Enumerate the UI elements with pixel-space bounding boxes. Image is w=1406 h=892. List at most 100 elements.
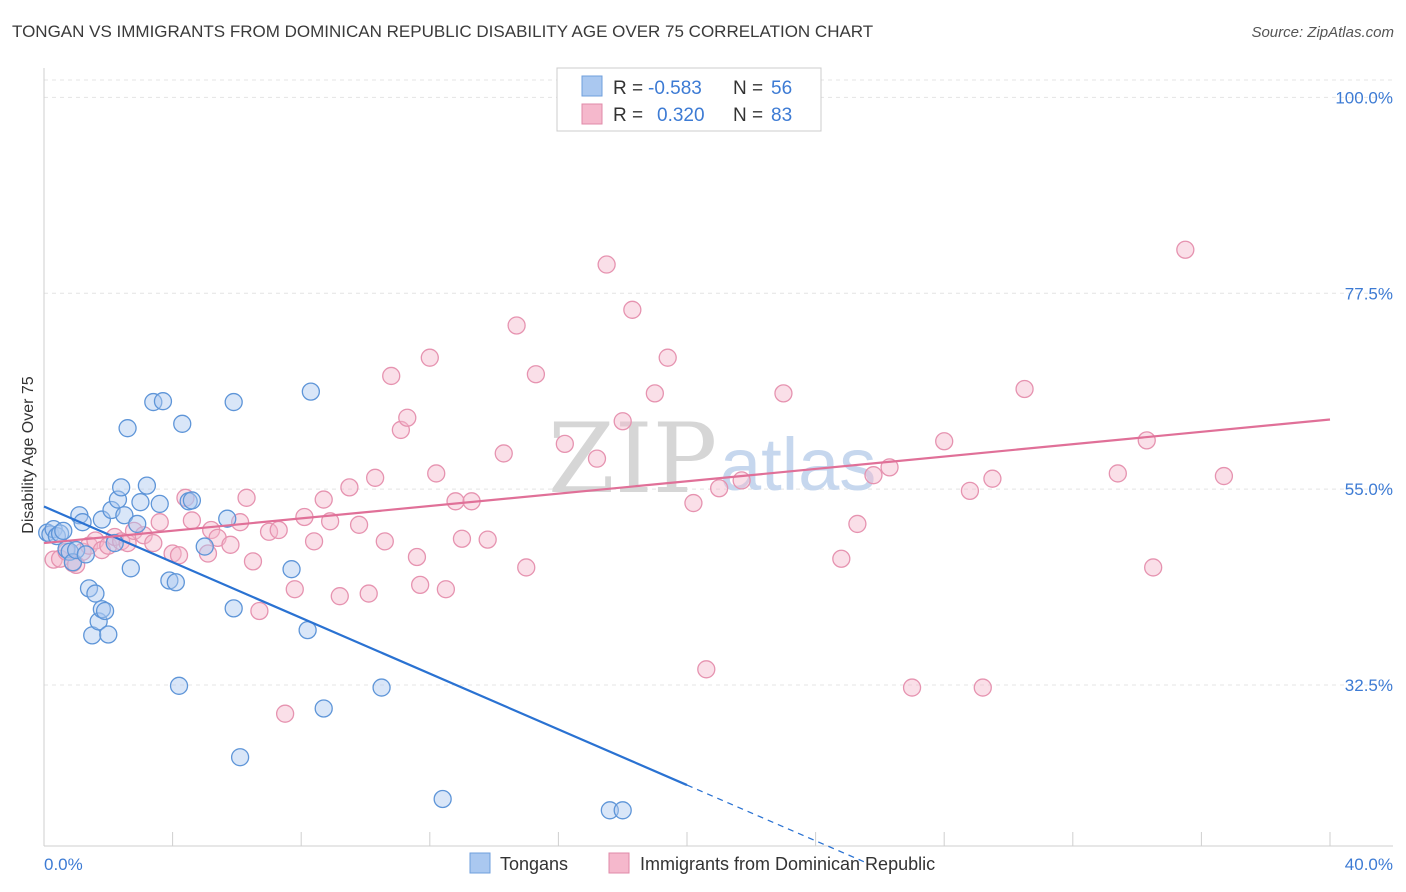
legend-tongans-swatch: [469, 852, 491, 874]
dominican-point: [304, 532, 324, 551]
tongan-points: [38, 382, 632, 820]
dominican-point: [1137, 431, 1156, 450]
dominican-point: [169, 546, 189, 565]
dominican-point: [150, 513, 169, 532]
dominican-point: [613, 412, 632, 431]
chart-title: TONGAN VS IMMIGRANTS FROM DOMINICAN REPU…: [12, 22, 874, 41]
stats-legend: R = -0.583 N = 56 R = 0.320 N = 83: [556, 67, 822, 132]
dominican-r-value: 0.320: [657, 105, 705, 126]
dominican-point: [420, 348, 439, 367]
tongan-point: [224, 599, 243, 618]
dominican-point: [832, 549, 851, 568]
dominican-point: [517, 558, 536, 577]
dominican-point: [973, 678, 992, 697]
dominican-point: [1214, 466, 1234, 486]
y-tick-label: 32.5%: [1345, 676, 1393, 695]
tongan-point: [112, 478, 131, 497]
dominican-point: [398, 408, 417, 427]
tongans-swatch: [581, 75, 603, 97]
tongan-point: [153, 392, 173, 411]
dominican-point: [587, 449, 607, 468]
dominican-point: [710, 479, 729, 498]
tongan-point: [128, 514, 147, 534]
y-tick-label: 100.0%: [1335, 88, 1393, 107]
dominican-point: [446, 492, 465, 511]
tongan-point: [301, 382, 320, 401]
dominican-swatch: [581, 103, 603, 125]
legend-dominican-swatch: [608, 852, 630, 874]
dominican-n-value: 83: [771, 105, 792, 126]
dominican-point: [427, 464, 446, 483]
dominican-trend-line: [43, 418, 1331, 545]
tongan-point: [131, 493, 150, 512]
dominican-point: [684, 493, 703, 513]
legend-tongans-label: Tongans: [500, 854, 568, 874]
tongan-point: [95, 601, 115, 621]
tongan-point: [54, 521, 73, 541]
dominican-point: [250, 601, 269, 621]
x-tick-label-min: 0.0%: [44, 855, 83, 874]
dominican-point: [597, 255, 616, 274]
dominican-point: [1176, 240, 1195, 259]
legend-dominican-label: Immigrants from Dominican Republic: [640, 854, 935, 874]
tongans-r-label: R =: [613, 78, 643, 99]
dominican-point: [1108, 464, 1127, 483]
dominican-points: [44, 240, 1234, 723]
source-label: Source: ZipAtlas.com: [1251, 24, 1394, 41]
tongans-trend-line: [43, 505, 688, 787]
dominican-point: [1015, 379, 1034, 399]
tongan-point: [118, 419, 137, 438]
tongan-point: [224, 392, 243, 412]
tongan-point: [169, 676, 189, 695]
dominican-point: [623, 300, 642, 319]
y-tick-label: 77.5%: [1345, 284, 1393, 303]
tongan-point: [86, 584, 105, 603]
y-tick-label: 55.0%: [1345, 480, 1393, 499]
tongan-point: [115, 506, 134, 525]
dominican-point: [375, 532, 394, 551]
dominican-point: [1144, 558, 1163, 577]
dominican-point: [902, 678, 922, 697]
tongan-point: [76, 545, 95, 564]
dominican-point: [221, 535, 240, 554]
dominican-point: [697, 660, 716, 679]
tongans-n-value: 56: [771, 78, 792, 99]
dominican-point: [507, 316, 526, 335]
dominican-r-label: R =: [613, 105, 643, 126]
tongan-point: [137, 476, 157, 495]
series-legend: Tongans Immigrants from Dominican Republ…: [469, 852, 935, 874]
dominican-point: [365, 468, 385, 487]
dominican-point: [285, 580, 304, 599]
y-tick-labels: 32.5% 55.0% 77.5% 100.0%: [1335, 88, 1393, 695]
dominican-point: [645, 384, 664, 403]
dominican-point: [243, 552, 263, 571]
dominican-point: [144, 533, 163, 553]
dominican-point: [340, 478, 359, 497]
tongan-point: [600, 801, 619, 820]
tongan-point: [372, 678, 391, 697]
dominican-point: [848, 514, 867, 534]
tongan-point: [67, 540, 86, 560]
dominican-point: [314, 490, 333, 509]
tongan-point: [121, 559, 140, 578]
dominican-point: [237, 488, 256, 507]
dominican-point: [382, 366, 401, 386]
tongan-point: [282, 560, 301, 579]
tongan-point: [150, 494, 169, 514]
dominican-point: [407, 547, 427, 567]
dominican-point: [275, 704, 295, 723]
tongans-r-value: -0.583: [648, 78, 702, 99]
dominican-point: [935, 432, 954, 451]
dominican-point: [452, 529, 472, 548]
tongan-point: [144, 392, 163, 412]
tongan-point: [314, 699, 333, 718]
tongan-point: [195, 537, 214, 556]
tongan-point: [433, 789, 452, 809]
tongan-point: [160, 571, 179, 590]
dominican-point: [182, 511, 202, 530]
dominican-point: [330, 587, 349, 606]
dominican-point: [411, 575, 430, 595]
dominican-point: [864, 466, 883, 485]
dominican-point: [658, 348, 677, 367]
